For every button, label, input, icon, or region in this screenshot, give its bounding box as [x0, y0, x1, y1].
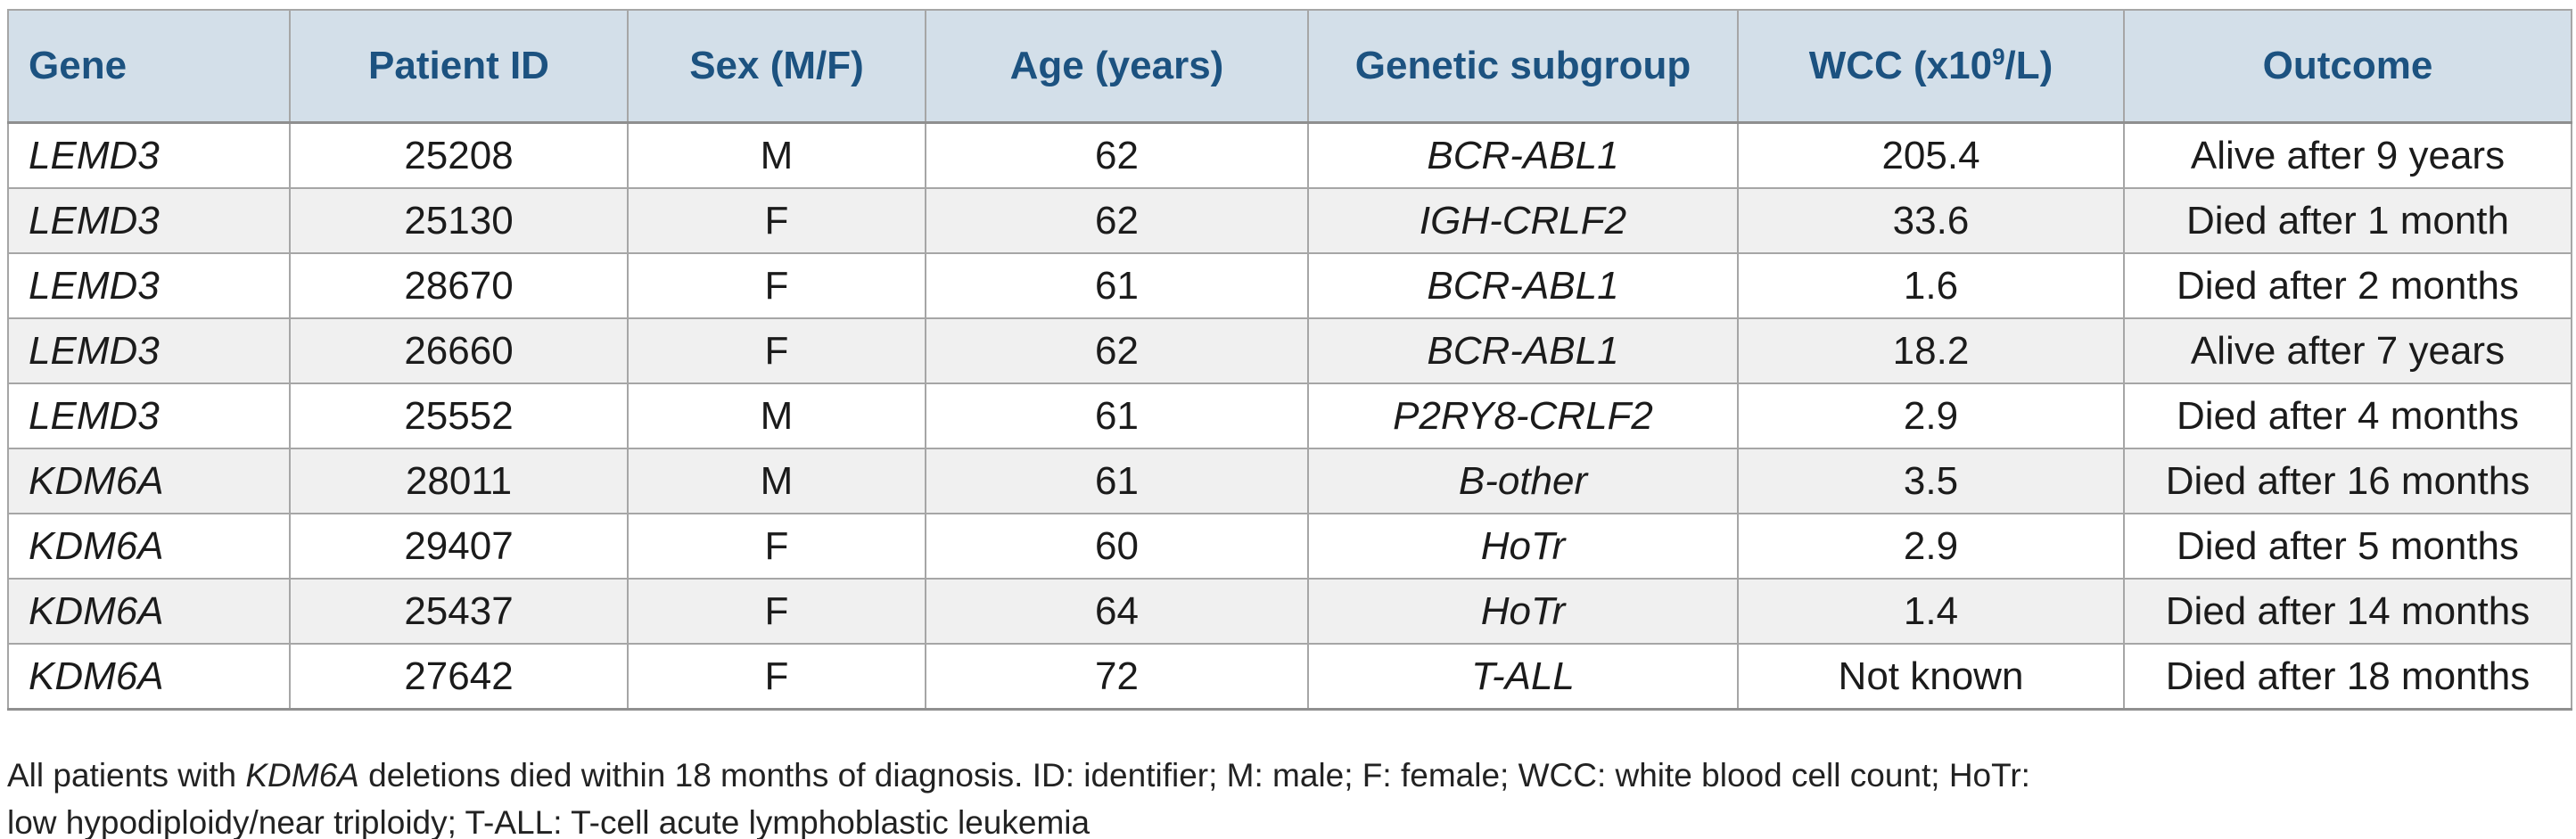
table-row: LEMD3 25552 M 61 P2RY8-CRLF2 2.9 Died af… — [7, 382, 2572, 449]
cell-patient-id: 25552 — [289, 382, 629, 449]
cell-gene: LEMD3 — [7, 187, 291, 254]
cell-age: 61 — [925, 382, 1309, 449]
cell-patient-id: 26660 — [289, 317, 629, 384]
cell-age: 64 — [925, 578, 1309, 645]
cell-gene: KDM6A — [7, 578, 291, 645]
cell-genetic-subgroup: BCR-ABL1 — [1307, 317, 1739, 384]
cell-age: 62 — [925, 121, 1309, 189]
column-header-gene: Gene — [7, 9, 291, 124]
cell-sex: M — [627, 121, 926, 189]
patient-data-table: Gene Patient ID Sex (M/F) Age (years) Ge… — [7, 9, 2572, 711]
patient-table-container: Gene Patient ID Sex (M/F) Age (years) Ge… — [7, 9, 2572, 711]
cell-age: 72 — [925, 643, 1309, 711]
cell-sex: F — [627, 578, 926, 645]
cell-wcc: 1.4 — [1737, 578, 2125, 645]
cell-age: 61 — [925, 448, 1309, 514]
cell-wcc: 2.9 — [1737, 513, 2125, 580]
cell-wcc: 33.6 — [1737, 187, 2125, 254]
cell-outcome: Alive after 7 years — [2123, 317, 2572, 384]
cell-gene: KDM6A — [7, 513, 291, 580]
cell-age: 62 — [925, 187, 1309, 254]
cell-sex: F — [627, 513, 926, 580]
cell-genetic-subgroup: P2RY8-CRLF2 — [1307, 382, 1739, 449]
cell-outcome: Died after 18 months — [2123, 643, 2572, 711]
cell-gene: LEMD3 — [7, 317, 291, 384]
cell-genetic-subgroup: HoTr — [1307, 513, 1739, 580]
column-header-age: Age (years) — [925, 9, 1309, 124]
cell-genetic-subgroup: HoTr — [1307, 578, 1739, 645]
table-row: LEMD3 26660 F 62 BCR-ABL1 18.2 Alive aft… — [7, 317, 2572, 384]
cell-patient-id: 25208 — [289, 121, 629, 189]
cell-sex: F — [627, 643, 926, 711]
cell-genetic-subgroup: T-ALL — [1307, 643, 1739, 711]
footnote-text: All patients with — [7, 757, 246, 794]
cell-sex: M — [627, 448, 926, 514]
column-header-genetic-subgroup: Genetic subgroup — [1307, 9, 1739, 124]
column-header-patient-id: Patient ID — [289, 9, 629, 124]
table-row: KDM6A 27642 F 72 T-ALL Not known Died af… — [7, 643, 2572, 711]
wcc-superscript: 9 — [1992, 43, 2005, 70]
cell-patient-id: 29407 — [289, 513, 629, 580]
column-header-sex: Sex (M/F) — [627, 9, 926, 124]
footnote-gene-name: KDM6A — [245, 757, 359, 794]
cell-wcc: 18.2 — [1737, 317, 2125, 384]
cell-patient-id: 28011 — [289, 448, 629, 514]
cell-gene: LEMD3 — [7, 121, 291, 189]
cell-gene: KDM6A — [7, 643, 291, 711]
cell-sex: F — [627, 252, 926, 319]
table-row: LEMD3 25208 M 62 BCR-ABL1 205.4 Alive af… — [7, 121, 2572, 189]
cell-genetic-subgroup: B-other — [1307, 448, 1739, 514]
cell-genetic-subgroup: IGH-CRLF2 — [1307, 187, 1739, 254]
table-row: LEMD3 25130 F 62 IGH-CRLF2 33.6 Died aft… — [7, 187, 2572, 254]
column-header-wcc: WCC (x109/L) — [1737, 9, 2125, 124]
cell-gene: LEMD3 — [7, 382, 291, 449]
cell-sex: M — [627, 382, 926, 449]
footnote-line-2: low hypodiploidy/near triploidy; T-ALL: … — [7, 804, 1090, 839]
footnote-line-1: All patients with KDM6A deletions died w… — [7, 752, 2571, 799]
cell-age: 62 — [925, 317, 1309, 384]
cell-patient-id: 27642 — [289, 643, 629, 711]
cell-genetic-subgroup: BCR-ABL1 — [1307, 252, 1739, 319]
cell-wcc: 2.9 — [1737, 382, 2125, 449]
cell-outcome: Alive after 9 years — [2123, 121, 2572, 189]
cell-wcc: 3.5 — [1737, 448, 2125, 514]
cell-wcc: 205.4 — [1737, 121, 2125, 189]
wcc-label-suffix: /L) — [2004, 44, 2053, 87]
cell-gene: KDM6A — [7, 448, 291, 514]
cell-sex: F — [627, 317, 926, 384]
cell-outcome: Died after 5 months — [2123, 513, 2572, 580]
table-header-row: Gene Patient ID Sex (M/F) Age (years) Ge… — [7, 9, 2572, 124]
cell-genetic-subgroup: BCR-ABL1 — [1307, 121, 1739, 189]
cell-wcc: 1.6 — [1737, 252, 2125, 319]
cell-patient-id: 28670 — [289, 252, 629, 319]
footnote-text: deletions died within 18 months of diagn… — [358, 757, 2030, 794]
cell-gene: LEMD3 — [7, 252, 291, 319]
cell-wcc: Not known — [1737, 643, 2125, 711]
cell-patient-id: 25437 — [289, 578, 629, 645]
table-footnote: All patients with KDM6A deletions died w… — [7, 752, 2571, 839]
cell-outcome: Died after 1 month — [2123, 187, 2572, 254]
cell-outcome: Died after 14 months — [2123, 578, 2572, 645]
cell-outcome: Died after 4 months — [2123, 382, 2572, 449]
cell-sex: F — [627, 187, 926, 254]
table-row: KDM6A 25437 F 64 HoTr 1.4 Died after 14 … — [7, 578, 2572, 645]
cell-age: 61 — [925, 252, 1309, 319]
cell-outcome: Died after 2 months — [2123, 252, 2572, 319]
table-row: KDM6A 28011 M 61 B-other 3.5 Died after … — [7, 448, 2572, 514]
table-row: LEMD3 28670 F 61 BCR-ABL1 1.6 Died after… — [7, 252, 2572, 319]
cell-patient-id: 25130 — [289, 187, 629, 254]
cell-age: 60 — [925, 513, 1309, 580]
cell-outcome: Died after 16 months — [2123, 448, 2572, 514]
wcc-label-prefix: WCC (x10 — [1808, 44, 1993, 87]
column-header-outcome: Outcome — [2123, 9, 2572, 124]
table-row: KDM6A 29407 F 60 HoTr 2.9 Died after 5 m… — [7, 513, 2572, 580]
